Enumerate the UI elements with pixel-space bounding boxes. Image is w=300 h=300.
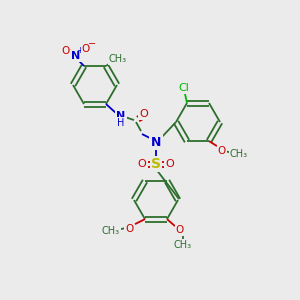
Text: O: O [125, 224, 133, 234]
Text: CH₃: CH₃ [102, 226, 120, 236]
Text: CH₃: CH₃ [109, 54, 127, 64]
Text: N: N [116, 111, 126, 121]
Text: O: O [218, 146, 226, 156]
Text: O: O [166, 159, 174, 169]
Text: O: O [61, 46, 69, 56]
Text: N: N [151, 136, 161, 148]
Text: O: O [176, 225, 184, 235]
Text: H: H [117, 118, 125, 128]
Text: S: S [151, 157, 161, 171]
Text: O: O [140, 109, 148, 119]
Text: −: − [88, 39, 96, 49]
Text: O: O [82, 44, 90, 54]
Text: N: N [71, 51, 81, 61]
Text: CH₃: CH₃ [230, 149, 248, 159]
Text: Cl: Cl [178, 83, 189, 93]
Text: +: + [76, 46, 83, 56]
Text: CH₃: CH₃ [174, 240, 192, 250]
Text: O: O [138, 159, 146, 169]
